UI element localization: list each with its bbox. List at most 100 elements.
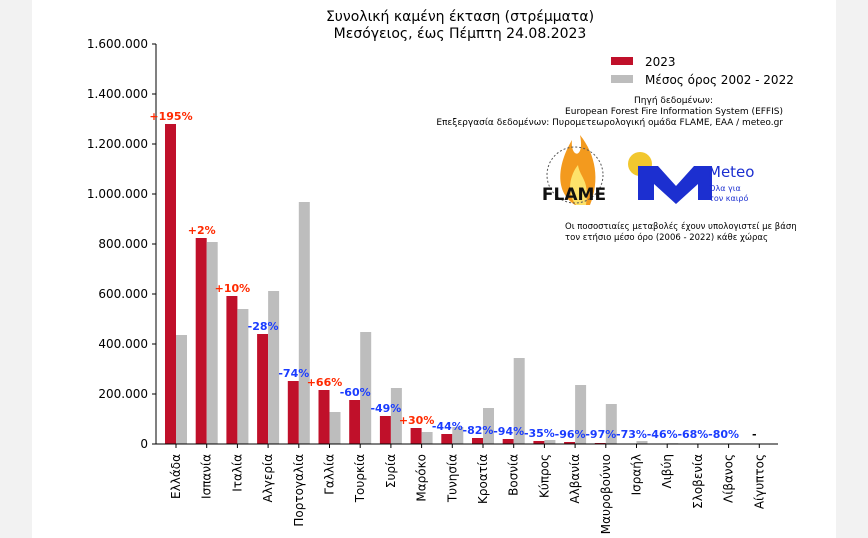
x-tick-label: Λίβανος xyxy=(722,454,736,503)
legend-label-average: Μέσος όρος 2002 - 2022 xyxy=(645,73,794,87)
note-line-1: Οι ποσοστιαίες μεταβολές έχουν υπολογιστ… xyxy=(565,221,797,232)
data-label: -35% xyxy=(524,427,555,440)
y-tick-label: 1.200.000 xyxy=(87,137,148,151)
bars: +195% +2% +10% -28% -74%+66%-60% -49%+30%-44%… xyxy=(149,110,757,444)
x-tick-label: Ισραήλ xyxy=(630,454,644,495)
x-tick-label: Κύπρος xyxy=(537,454,551,498)
data-label: -96% xyxy=(555,428,586,441)
bar-2023 xyxy=(257,334,269,444)
bar-average xyxy=(360,332,372,444)
meteo-tagline-1: Όλα για xyxy=(708,183,741,193)
y-tick-label: 200.000 xyxy=(98,387,148,401)
bar-2023 xyxy=(472,438,483,444)
bar-average xyxy=(390,388,402,444)
bar-average xyxy=(636,441,648,444)
y-tick-label: 600.000 xyxy=(98,287,148,301)
bar-2023 xyxy=(564,442,576,444)
bar-average xyxy=(176,335,187,444)
bar-average xyxy=(544,440,556,444)
x-tick-label: Τυνησία xyxy=(445,454,459,503)
x-tick-label: Μαυροβούνιο xyxy=(599,454,613,534)
bar-average xyxy=(237,309,249,444)
source-line-3: Επεξεργασία δεδομένων: Πυρομετεωρολογική… xyxy=(436,117,783,128)
meteo-logo: Meteo Όλα για τον καιρό xyxy=(628,152,754,204)
data-label: -28% xyxy=(248,320,279,333)
y-tick-label: 1.000.000 xyxy=(87,187,148,201)
bar-2023 xyxy=(287,381,299,444)
x-axis: Ελλάδα Ισπανία Ιταλία Αλγερία Πορτογαλία Γαλλ… xyxy=(156,443,778,534)
x-tick-label: Πορτογαλία xyxy=(292,454,306,527)
data-label: -74% xyxy=(278,367,309,380)
source-line-1: Πηγή δεδομένων: xyxy=(634,95,713,106)
x-tick-label: Κροατία xyxy=(476,454,490,504)
x-tick-label: Συρία xyxy=(384,454,398,488)
x-tick-label: Αλγερία xyxy=(261,454,275,503)
data-label: -97% xyxy=(585,428,616,441)
x-tick-label: Ελλάδα xyxy=(169,454,183,499)
bar-average xyxy=(206,242,218,444)
data-label: -60% xyxy=(340,386,371,399)
data-label: -44% xyxy=(432,420,463,433)
x-tick-label: Αίγυπτος xyxy=(752,454,766,509)
bar-average xyxy=(605,404,617,444)
data-label: +66% xyxy=(307,376,343,389)
meteo-tagline-2: τον καιρό xyxy=(709,193,748,203)
data-label: -68% xyxy=(677,428,708,441)
bar-2023 xyxy=(195,238,207,444)
y-tick-label: 800.000 xyxy=(98,237,148,251)
x-tick-label: Μαρόκο xyxy=(415,454,429,502)
legend-swatch-average xyxy=(611,75,633,83)
data-label: -94% xyxy=(493,425,524,438)
chart-title: Συνολική καμένη έκταση (στρέμματα) xyxy=(326,9,594,25)
source-line-2: European Forest Fire Information System … xyxy=(565,107,783,117)
x-tick-label: Ιταλία xyxy=(230,454,244,492)
source-text: Πηγή δεδομένων: European Forest Fire Inf… xyxy=(436,95,783,128)
legend: 2023 Μέσος όρος 2002 - 2022 xyxy=(611,55,794,87)
bar-2023 xyxy=(502,439,514,444)
bar-average xyxy=(329,412,341,444)
x-tick-label: Τουρκία xyxy=(353,454,367,503)
bar-2023 xyxy=(165,124,176,444)
data-label: - xyxy=(752,428,757,441)
bar-average xyxy=(421,432,433,444)
data-label: -46% xyxy=(647,428,678,441)
y-axis: 0 200.000 400.000 600.000 800.000 1.000.000 1.… xyxy=(87,37,157,451)
x-tick-label: Σλοβενία xyxy=(691,454,705,509)
data-label: +2% xyxy=(188,224,216,237)
bar-2023 xyxy=(349,400,361,444)
data-label: +195% xyxy=(149,110,192,123)
y-tick-label: 1.600.000 xyxy=(87,37,148,51)
x-tick-label: Λιβύη xyxy=(660,454,674,488)
bar-2023 xyxy=(226,296,238,444)
bar-2023 xyxy=(379,416,391,444)
flame-logo: FLAME xyxy=(542,135,606,205)
bar-average xyxy=(483,408,494,444)
bar-average xyxy=(575,385,587,444)
x-tick-label: Γαλλία xyxy=(323,454,337,495)
y-tick-label: 0 xyxy=(140,437,148,451)
meteo-logo-text: Meteo xyxy=(708,163,754,181)
bar-2023 xyxy=(533,441,545,444)
data-label: -49% xyxy=(370,402,401,415)
legend-label-2023: 2023 xyxy=(645,55,676,69)
bar-average xyxy=(268,291,280,444)
y-tick-label: 1.400.000 xyxy=(87,87,148,101)
bar-2023 xyxy=(410,428,422,444)
y-tick-label: 400.000 xyxy=(98,337,148,351)
data-label: -80% xyxy=(708,428,739,441)
bar-2023 xyxy=(441,434,453,444)
x-tick-label: Ισπανία xyxy=(200,454,214,499)
flame-logo-text: FLAME xyxy=(542,185,606,205)
note-line-2: τον ετήσιο μέσο όρο (2006 - 2022) κάθε χ… xyxy=(565,232,768,243)
bar-average xyxy=(513,358,525,444)
x-tick-label: Βοσνία xyxy=(507,454,521,496)
data-label: +10% xyxy=(215,282,251,295)
chart-subtitle: Μεσόγειος, έως Πέμπτη 24.08.2023 xyxy=(334,26,587,42)
data-label: -73% xyxy=(616,428,647,441)
bar-average xyxy=(452,427,464,444)
x-tick-label: Αλβανία xyxy=(568,454,582,504)
data-label: -82% xyxy=(463,424,494,437)
bar-2023 xyxy=(318,390,330,444)
legend-swatch-2023 xyxy=(611,57,633,65)
